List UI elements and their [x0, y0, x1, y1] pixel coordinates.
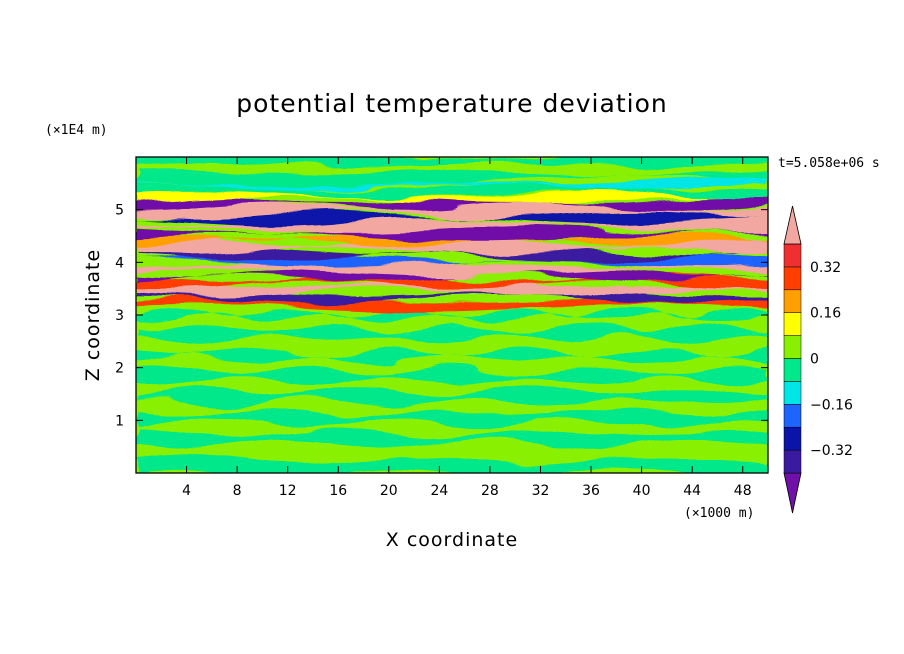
band-low — [136, 387, 768, 407]
colorbar-extend-low — [783, 472, 802, 514]
band-upper — [136, 238, 768, 255]
y-tick-label: 5 — [115, 203, 124, 219]
x-tick-label: 44 — [683, 483, 701, 499]
x-tick-label: 32 — [532, 483, 550, 499]
time-label: t=5.058e+06 s — [778, 156, 880, 171]
band-upper — [136, 177, 768, 190]
y-tick-label: 1 — [115, 413, 124, 429]
colorbar-tick-label: 0 — [810, 352, 819, 368]
colorbar-tick-label: −0.32 — [810, 443, 853, 459]
contour-field — [136, 157, 768, 473]
colorbar-swatch — [783, 312, 802, 336]
band-upper — [136, 226, 768, 241]
y-tick-label: 2 — [115, 361, 124, 377]
x-tick-label: 28 — [481, 483, 499, 499]
band-upper — [136, 269, 768, 282]
x-tick-label: 24 — [430, 483, 448, 499]
x-unit-label: (×1000 m) — [684, 506, 754, 521]
y-tick-label: 3 — [115, 308, 124, 324]
contour-bands — [136, 157, 768, 473]
band-upper — [136, 280, 768, 297]
band-low — [136, 347, 768, 364]
x-tick-label: 36 — [582, 483, 600, 499]
x-tick-label: 16 — [329, 483, 347, 499]
y-tick-label: 4 — [115, 255, 124, 271]
x-axis: 4 8 12 16 20 24 28 32 36 40 44 48 — [182, 157, 752, 499]
colorbar-tick-label: −0.16 — [810, 397, 853, 413]
band-low — [136, 429, 768, 449]
x-tick-label: 40 — [633, 483, 651, 499]
x-tick-label: 8 — [233, 483, 242, 499]
band-top — [136, 157, 768, 186]
chart-title: potential temperature deviation — [236, 89, 667, 118]
band-low — [136, 366, 768, 385]
colorbar-swatch — [783, 289, 802, 313]
x-tick-label: 20 — [380, 483, 398, 499]
colorbar-swatch — [783, 335, 802, 359]
x-tick-label: 12 — [279, 483, 297, 499]
band-upper — [136, 211, 768, 225]
x-tick-label: 4 — [182, 483, 191, 499]
x-tick-label: 48 — [734, 483, 752, 499]
colorbar-swatch — [783, 266, 802, 291]
colorbar-swatch — [783, 381, 802, 405]
y-unit-label: (×1E4 m) — [45, 123, 108, 138]
colorbar-swatch — [783, 404, 802, 428]
band-upper — [136, 182, 768, 198]
colorbar-swatch — [783, 449, 802, 474]
band-upper — [136, 190, 768, 204]
y-axis-label: Z coordinate — [82, 249, 104, 381]
band-low — [136, 408, 768, 428]
colorbar-extend-high — [783, 205, 802, 245]
band-low — [136, 308, 768, 322]
band-top-green — [136, 162, 768, 176]
band-upper — [136, 196, 768, 211]
colorbar-swatch — [783, 426, 802, 451]
band-low — [136, 455, 768, 473]
colorbar-swatch — [783, 243, 802, 268]
colorbar-tick-label: 0.32 — [810, 260, 841, 276]
colorbar: −0.32 −0.16 0 0.16 0.32 — [783, 205, 853, 514]
band-low — [136, 324, 768, 343]
colorbar-tick-label: 0.16 — [810, 306, 841, 322]
colorbar-swatch — [783, 358, 802, 382]
x-axis-label: X coordinate — [386, 529, 518, 551]
y-axis: 1 2 3 4 5 — [115, 203, 768, 429]
